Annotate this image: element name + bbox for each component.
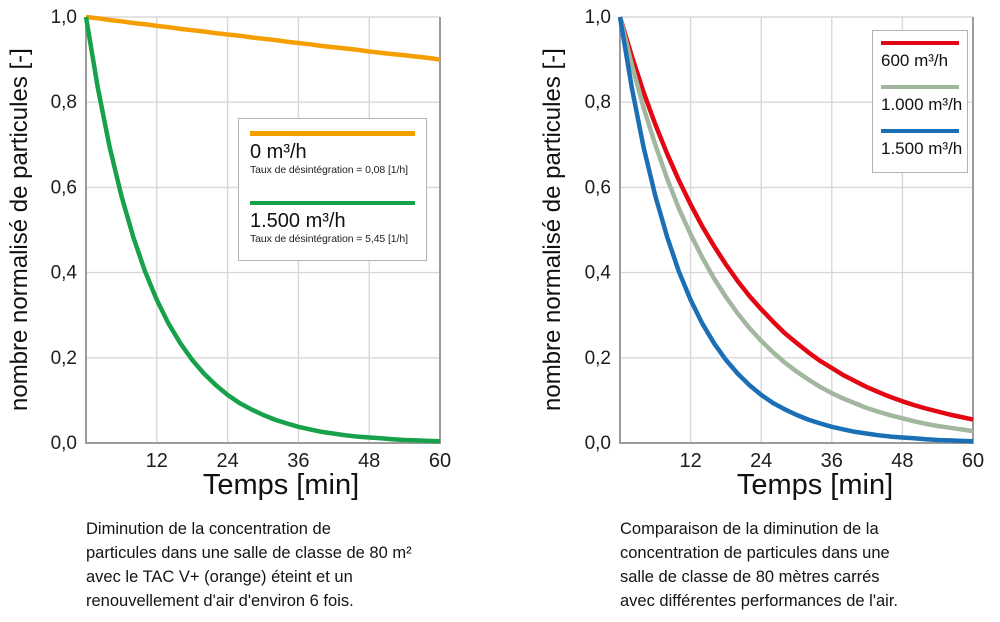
y-tick-label: 0,6 (585, 177, 611, 198)
x-tick-label: 24 (216, 450, 238, 472)
caption-line: salle de classe de 80 mètres carrés (620, 568, 880, 586)
y-tick-label: 0,8 (585, 92, 611, 113)
y-tick-label: 0,8 (51, 92, 77, 113)
x-tick-label: 12 (679, 450, 701, 472)
y-tick-label: 1,0 (585, 7, 611, 28)
series-curve-1 (617, 16, 974, 434)
caption-line: Comparaison de la diminution de la (620, 520, 879, 538)
legend-swatch (881, 85, 959, 89)
legend-swatch (881, 129, 959, 133)
series-curve-2 (617, 16, 974, 444)
legend-label: 1.500 m³/h (250, 210, 346, 232)
y-tick-label: 0,4 (585, 263, 612, 284)
right-legend: 600 m³/h 1.000 m³/h 1.500 m³/h (872, 30, 968, 173)
y-tick-label: 0,0 (51, 433, 77, 454)
x-tick-label: 48 (358, 450, 380, 472)
series-curve-0 (617, 16, 974, 422)
chart-1: 12 24 36 48 60 0,0 0,2 0,4 0,6 0,8 1,0 (585, 7, 985, 472)
plot-frame (85, 17, 441, 444)
x-tick-label: 24 (750, 450, 772, 472)
right-caption: Comparaison de la diminution de la conce… (620, 517, 998, 613)
legend-sublabel: Taux de désintégration = 5,45 [1/h] (250, 233, 408, 245)
legend-label: 1.500 m³/h (881, 139, 963, 158)
legend-item: 1.000 m³/h (881, 85, 963, 115)
right-y-axis-label: nombre normalisé de particules [-] (539, 48, 566, 412)
chart-0: 12 24 36 48 60 0,0 0,2 0,4 0,6 0,8 1,0 (51, 7, 452, 472)
legend-swatch (250, 200, 415, 205)
x-tick-label: 12 (146, 450, 168, 472)
y-tick-label: 0,0 (585, 433, 611, 454)
legend-item: 600 m³/h (881, 41, 959, 71)
legend-label: 600 m³/h (881, 51, 949, 70)
caption-line: Diminution de la concentration de (86, 520, 331, 538)
caption-line: avec différentes performances de l'air. (620, 592, 898, 610)
plot-frame (619, 17, 974, 444)
legend-swatch (250, 131, 415, 136)
y-tick-label: 0,6 (51, 177, 77, 198)
caption-line: renouvellement d'air d'environ 6 fois. (86, 592, 354, 610)
left-legend: 0 m³/h Taux de désintégration = 0,08 [1/h… (238, 118, 427, 261)
caption-line: avec le TAC V+ (orange) éteint et un (86, 568, 353, 586)
legend-item: 1.500 m³/h (881, 129, 963, 159)
left-x-axis-label: Temps [min] (202, 469, 360, 501)
legend-sublabel: Taux de désintégration = 0,08 [1/h] (250, 163, 408, 176)
caption-line: particules dans une salle de classe de 8… (86, 544, 412, 562)
x-tick-label: 36 (287, 450, 309, 472)
legend-item: 1.500 m³/h Taux de désintégration = 5,45 … (250, 200, 415, 247)
legend-label: 1.000 m³/h (881, 95, 963, 114)
x-tick-label: 60 (429, 450, 451, 472)
x-tick-label: 60 (962, 450, 984, 472)
series-curve-1 (83, 16, 441, 444)
y-tick-label: 1,0 (51, 7, 77, 28)
caption-line: concentration de particules dans une (620, 544, 890, 562)
left-y-axis-label: nombre normalisé de particules [-] (6, 48, 33, 412)
y-tick-label: 0,2 (51, 348, 77, 369)
y-tick-label: 0,2 (585, 348, 611, 369)
y-tick-label: 0,4 (51, 263, 78, 284)
x-tick-label: 36 (821, 450, 843, 472)
x-tick-label: 48 (891, 450, 913, 472)
right-x-axis-label: Temps [min] (736, 469, 894, 501)
legend-item: 0 m³/h Taux de désintégration = 0,08 [1/h… (250, 131, 415, 177)
legend-label: 0 m³/h (250, 140, 307, 163)
left-caption: Diminution de la concentration de partic… (86, 517, 478, 613)
legend-swatch (881, 41, 959, 45)
series-curve-0 (85, 14, 441, 62)
